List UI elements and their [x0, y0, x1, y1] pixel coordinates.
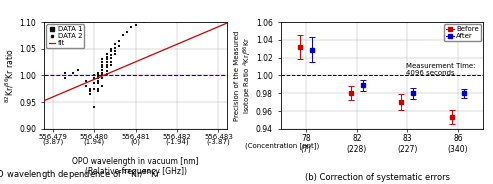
Legend: Before, After: Before, After — [444, 24, 481, 41]
Text: (b) Correction of systematic errors: (b) Correction of systematic errors — [305, 173, 450, 182]
Point — [107, 47, 115, 50]
Text: (-1.94): (-1.94) — [165, 138, 189, 145]
Point — [94, 71, 102, 74]
Point — [107, 54, 115, 57]
Point — [111, 43, 119, 46]
Point — [99, 61, 106, 64]
Text: OPO wavelength in vacuum [nm]: OPO wavelength in vacuum [nm] — [72, 157, 199, 166]
Point — [128, 26, 136, 29]
Point — [111, 46, 119, 49]
Legend: DATA 1, DATA 2, fit: DATA 1, DATA 2, fit — [46, 24, 84, 48]
Point — [99, 85, 106, 88]
Y-axis label: $^{82}$Kr/$^{86}$Kr ratio: $^{82}$Kr/$^{86}$Kr ratio — [4, 48, 16, 103]
Text: (3.87): (3.87) — [42, 138, 63, 145]
Text: Measurement Time:
4096 seconds: Measurement Time: 4096 seconds — [406, 63, 476, 76]
Point — [103, 58, 110, 61]
Point — [99, 63, 106, 66]
Point — [107, 57, 115, 60]
Point — [107, 50, 115, 53]
Point — [107, 63, 115, 66]
Point — [82, 85, 90, 88]
Point — [86, 87, 94, 90]
Point — [103, 70, 110, 73]
Point — [132, 23, 140, 26]
Point — [107, 61, 115, 64]
Point — [94, 87, 102, 90]
Point — [103, 66, 110, 69]
Y-axis label: Precision of the Measured
Isotope Ratio $^{A}$Kr/$^{86}$Kr: Precision of the Measured Isotope Ratio … — [234, 30, 254, 121]
Point — [140, 21, 148, 24]
Text: (340): (340) — [448, 145, 468, 154]
Point — [99, 77, 106, 79]
Point — [115, 39, 123, 42]
Point — [86, 93, 94, 96]
Point — [94, 90, 102, 93]
Point — [103, 63, 110, 66]
Point — [103, 72, 110, 75]
Point — [103, 53, 110, 56]
Point — [90, 82, 98, 85]
Point — [111, 53, 119, 56]
Point — [99, 66, 106, 69]
Point — [70, 71, 77, 74]
Point — [86, 90, 94, 93]
Text: (227): (227) — [397, 145, 418, 154]
Point — [94, 79, 102, 82]
Text: (228): (228) — [347, 145, 367, 154]
Point — [103, 61, 110, 64]
Text: (Concentration [ppt]): (Concentration [ppt]) — [245, 143, 319, 149]
Point — [99, 71, 106, 74]
Point — [99, 74, 106, 77]
Point — [94, 75, 102, 78]
Point — [90, 87, 98, 90]
Text: (-3.87): (-3.87) — [207, 138, 230, 145]
Text: (Relative frequency [GHz]): (Relative frequency [GHz]) — [85, 167, 186, 176]
Point — [94, 74, 102, 77]
Text: (0): (0) — [131, 138, 141, 145]
Text: (7): (7) — [301, 145, 312, 154]
Point — [111, 50, 119, 53]
Point — [61, 77, 69, 79]
Point — [123, 30, 131, 33]
Point — [90, 74, 98, 77]
Point — [90, 77, 98, 79]
Point — [99, 58, 106, 61]
Point — [99, 69, 106, 72]
Point — [61, 71, 69, 74]
Point — [90, 106, 98, 109]
Point — [73, 69, 81, 72]
Point — [103, 55, 110, 58]
Point — [119, 34, 127, 37]
Text: (a) OPO wavelength dependence of $^{82}$Kr/$^{86}$Kr: (a) OPO wavelength dependence of $^{82}$… — [0, 168, 162, 182]
Point — [94, 82, 102, 85]
Point — [115, 45, 123, 48]
Text: (1.94): (1.94) — [83, 138, 105, 145]
Point — [94, 77, 102, 79]
Point — [82, 79, 90, 82]
